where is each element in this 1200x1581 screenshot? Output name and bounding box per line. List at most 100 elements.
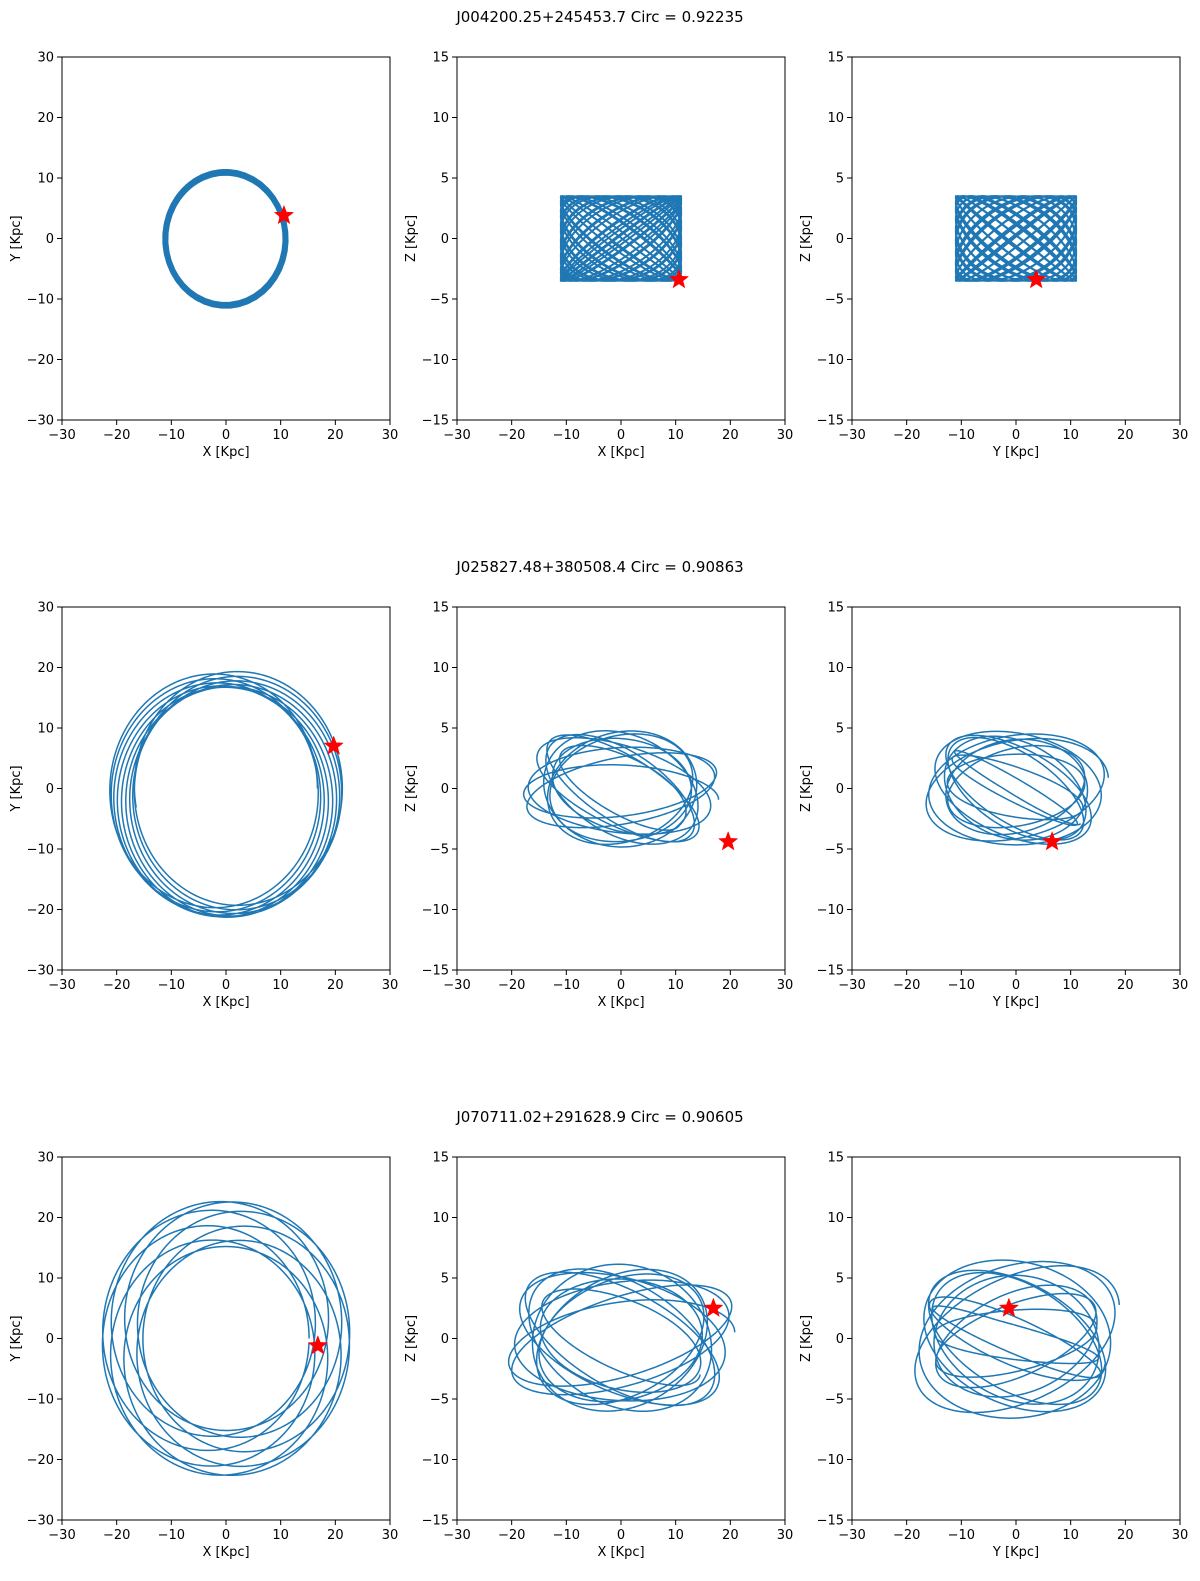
- x-axis-label: X [Kpc]: [597, 445, 644, 460]
- y-axis-label: Z [Kpc]: [404, 1315, 419, 1362]
- y-tick-label: 5: [441, 172, 449, 187]
- row-title: J004200.25+245453.7 Circ = 0.92235: [455, 8, 743, 26]
- current-position-star-icon: [998, 1297, 1020, 1317]
- y-tick-label: −30: [27, 414, 54, 429]
- y-tick-label: 0: [46, 232, 54, 247]
- y-tick-label: 0: [836, 1332, 844, 1347]
- current-position-star-icon: [703, 1297, 724, 1317]
- x-axis-label: Y [Kpc]: [992, 1545, 1039, 1560]
- figure-row: J070711.02+291628.9 Circ = 0.90605 −30 −20…: [9, 1108, 1188, 1560]
- x-tick-label: −20: [893, 1528, 920, 1543]
- y-tick-label: −5: [825, 1393, 844, 1408]
- y-tick-label: 0: [46, 782, 54, 797]
- current-position-star-icon: [1041, 831, 1063, 851]
- x-tick-label: 20: [1117, 428, 1134, 443]
- x-tick-label: 10: [272, 978, 289, 993]
- x-tick-label: 20: [1117, 1528, 1134, 1543]
- y-tick-label: −10: [422, 353, 449, 368]
- y-tick-label: 15: [432, 601, 449, 616]
- x-tick-label: 30: [382, 428, 399, 443]
- x-tick-label: 0: [617, 428, 625, 443]
- y-tick-label: 30: [37, 601, 54, 616]
- y-tick-label: 5: [836, 172, 844, 187]
- axes-frame: [851, 1156, 1181, 1521]
- x-tick-label: −30: [838, 978, 865, 993]
- y-tick-label: −10: [817, 1453, 844, 1468]
- x-tick-label: 10: [1062, 428, 1079, 443]
- x-tick-label: −20: [893, 428, 920, 443]
- x-tick-label: 0: [222, 978, 230, 993]
- y-tick-label: −15: [817, 1514, 844, 1529]
- y-tick-label: 15: [827, 601, 844, 616]
- x-tick-label: 20: [1117, 978, 1134, 993]
- orbit-line: [162, 168, 289, 309]
- current-position-star-icon: [307, 1335, 329, 1355]
- x-tick-label: 0: [617, 1528, 625, 1543]
- x-tick-label: −10: [948, 1528, 975, 1543]
- orbit-panel: −30 −20 −10 0 10 20 30 −30 −20 −10 0 10 20 30 X [Kpc] Y…: [9, 51, 398, 461]
- orbit-panel: −30 −20 −10 0 10 20 30 −15 −10 −5 0 5 10 15 Y [Kpc] Z […: [799, 1151, 1188, 1561]
- y-axis-label: Y [Kpc]: [9, 215, 24, 262]
- current-position-star-icon: [1026, 268, 1047, 289]
- y-tick-label: 15: [827, 1151, 844, 1166]
- axes-frame: [456, 1156, 786, 1521]
- y-tick-label: 0: [46, 1332, 54, 1347]
- y-tick-label: −20: [27, 1453, 54, 1468]
- y-axis-label: Y [Kpc]: [9, 765, 24, 812]
- y-tick-label: 0: [441, 232, 449, 247]
- y-tick-label: 0: [836, 232, 844, 247]
- y-tick-label: 10: [827, 1211, 844, 1226]
- orbit-line: [954, 195, 1078, 282]
- x-tick-label: −30: [443, 1528, 470, 1543]
- y-tick-label: 10: [827, 111, 844, 126]
- orbit-line: [101, 1200, 351, 1477]
- x-tick-label: 0: [1012, 428, 1020, 443]
- y-axis-label: Y [Kpc]: [9, 1315, 24, 1362]
- current-position-star-icon: [717, 831, 739, 851]
- y-tick-label: 10: [37, 172, 54, 187]
- y-tick-label: −30: [27, 964, 54, 979]
- y-tick-label: 15: [432, 51, 449, 66]
- orbit-line: [507, 1263, 736, 1413]
- x-tick-label: 30: [777, 978, 794, 993]
- x-tick-label: −20: [103, 978, 130, 993]
- row-title: J070711.02+291628.9 Circ = 0.90605: [455, 1108, 743, 1126]
- y-tick-label: −15: [422, 414, 449, 429]
- y-tick-label: 15: [432, 1151, 449, 1166]
- y-tick-label: 0: [836, 782, 844, 797]
- y-tick-label: −5: [430, 293, 449, 308]
- current-position-star-icon: [273, 204, 295, 225]
- y-tick-label: 5: [441, 1272, 449, 1287]
- x-tick-label: 10: [272, 428, 289, 443]
- y-tick-label: 15: [827, 51, 844, 66]
- x-tick-label: 10: [667, 978, 684, 993]
- y-tick-label: −20: [27, 903, 54, 918]
- y-tick-label: −10: [27, 293, 54, 308]
- y-tick-label: 10: [432, 661, 449, 676]
- x-axis-label: X [Kpc]: [202, 445, 249, 460]
- y-tick-label: 0: [441, 1332, 449, 1347]
- orbit-line: [109, 670, 344, 918]
- orbit-line: [559, 195, 683, 282]
- x-tick-label: −20: [103, 1528, 130, 1543]
- x-tick-label: −30: [838, 428, 865, 443]
- x-axis-label: X [Kpc]: [202, 1545, 249, 1560]
- x-tick-label: 20: [722, 1528, 739, 1543]
- y-tick-label: 30: [37, 1151, 54, 1166]
- y-tick-label: −5: [825, 293, 844, 308]
- orbit-line: [925, 730, 1110, 846]
- y-tick-label: −15: [422, 1514, 449, 1529]
- x-tick-label: −10: [553, 428, 580, 443]
- y-tick-label: 30: [37, 51, 54, 66]
- orbit-panel: −30 −20 −10 0 10 20 30 −15 −10 −5 0 5 10 15 X [Kpc] Z […: [404, 601, 793, 1011]
- figure-row: J025827.48+380508.4 Circ = 0.90863 −30 −20…: [9, 558, 1188, 1010]
- y-tick-label: −15: [817, 414, 844, 429]
- x-tick-label: 20: [722, 978, 739, 993]
- x-tick-label: 0: [1012, 1528, 1020, 1543]
- y-tick-label: 5: [441, 722, 449, 737]
- orbit-panel: −30 −20 −10 0 10 20 30 −15 −10 −5 0 5 10 15 X [Kpc] Z […: [404, 1151, 793, 1561]
- x-tick-label: 30: [382, 1528, 399, 1543]
- x-tick-label: 0: [222, 1528, 230, 1543]
- orbit-panel: −30 −20 −10 0 10 20 30 −30 −20 −10 0 10 20 30 X [Kpc] Y…: [9, 1151, 398, 1561]
